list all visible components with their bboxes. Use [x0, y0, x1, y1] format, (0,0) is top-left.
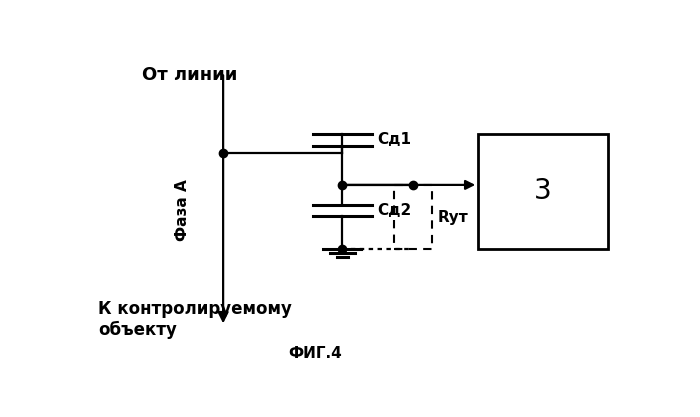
Text: ФИГ.4: ФИГ.4	[288, 347, 342, 362]
Text: Rут: Rут	[438, 209, 468, 224]
Text: Сд1: Сд1	[378, 133, 412, 148]
Text: К контролируемому
объекту: К контролируемому объекту	[98, 300, 292, 339]
Text: Сд2: Сд2	[378, 203, 412, 218]
Bar	[478, 133, 608, 249]
Bar	[394, 185, 432, 249]
Text: Фаза А: Фаза А	[175, 180, 190, 241]
Text: 3: 3	[534, 177, 552, 205]
Text: От линии: От линии	[141, 66, 237, 84]
